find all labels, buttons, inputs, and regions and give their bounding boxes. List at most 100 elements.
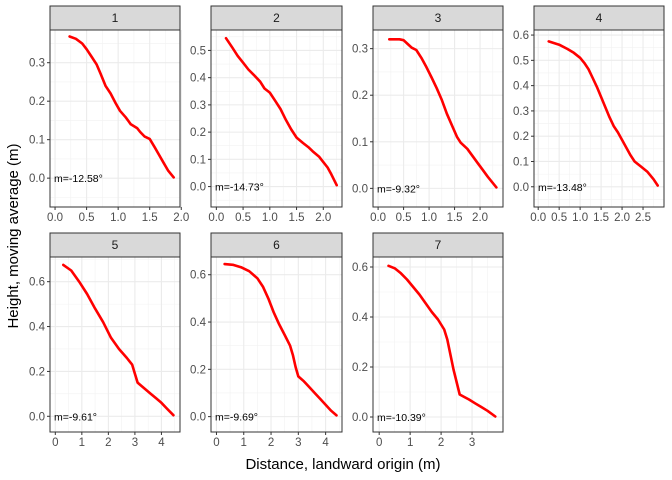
panel-background <box>373 257 503 432</box>
x-tick-label: 0.0 <box>370 212 386 224</box>
slope-annotation: m=-12.58° <box>54 173 103 185</box>
facet-strip-label: 3 <box>435 11 442 25</box>
y-tick-label: 0.4 <box>190 73 207 85</box>
x-tick-label: 0 <box>52 437 58 449</box>
x-tick-label: 2 <box>438 437 444 449</box>
facet-panel-4: 4 0.0 0.5 1.0 1.5 2.0 2.5 0.0 0.1 0.2 0.3 0.4 0.5 0.6… <box>513 5 665 224</box>
slope-annotation: m=-10.39° <box>377 412 426 424</box>
panel-border <box>49 256 181 433</box>
x-tick-label: 2.0 <box>614 212 630 224</box>
x-tick-label: 2 <box>105 437 111 449</box>
x-tick-label: 1.0 <box>572 212 588 224</box>
y-tick-label: 0.2 <box>352 90 368 102</box>
panel-border <box>210 29 343 208</box>
slope-annotation: m=-9.32° <box>377 183 420 195</box>
x-tick-label: 2 <box>268 437 274 449</box>
x-tick-label: 3 <box>295 437 301 449</box>
series-line <box>547 40 660 187</box>
panel-background <box>211 257 342 432</box>
y-tick-label: 0.3 <box>352 44 368 56</box>
facet-panel-7: 7 0 1 2 3 0.0 0.2 0.4 0.6 m=-10.39° <box>352 232 504 449</box>
series-line <box>68 35 175 179</box>
facet-strip-label: 1 <box>112 11 119 25</box>
facet-strip-label: 5 <box>112 238 119 252</box>
x-tick-label: 2.0 <box>315 212 331 224</box>
facet-strip-label: 6 <box>273 238 280 252</box>
slope-annotation: m=-14.73° <box>215 182 264 194</box>
facet-panel-3: 3 0.0 0.5 1.0 1.5 2.0 0.0 0.1 0.2 0.3 m=-9.32° <box>352 5 504 224</box>
y-tick-label: 0.6 <box>29 277 45 289</box>
y-tick-label: 0.2 <box>513 131 529 143</box>
y-tick-label: 0.5 <box>190 45 206 57</box>
y-tick-label: 0.1 <box>29 135 45 147</box>
facet-strip-label: 2 <box>273 11 280 25</box>
x-tick-label: 2.0 <box>173 212 189 224</box>
x-tick-label: 1 <box>79 437 85 449</box>
x-tick-label: 1.0 <box>262 212 278 224</box>
y-tick-label: 0.2 <box>29 96 45 108</box>
y-tick-label: 0.3 <box>29 58 45 70</box>
x-tick-label: 0 <box>213 437 219 449</box>
x-tick-label: 2.5 <box>635 212 651 224</box>
facet-strip <box>372 5 504 31</box>
x-tick-label: 0.5 <box>79 212 95 224</box>
y-tick-label: 0.0 <box>29 411 45 423</box>
x-tick-label: 2.0 <box>472 212 488 224</box>
y-axis-title: Height, moving average (m) <box>5 143 22 328</box>
y-tick-label: 0.0 <box>352 412 368 424</box>
x-tick-label: 1.5 <box>289 212 305 224</box>
y-tick-label: 0.3 <box>513 106 529 118</box>
y-tick-label: 0.1 <box>513 156 529 168</box>
x-tick-label: 1 <box>241 437 247 449</box>
x-tick-label: 0.0 <box>208 212 224 224</box>
panel-background <box>50 30 180 207</box>
slope-annotation: m=-9.69° <box>215 412 258 424</box>
x-tick-label: 1.5 <box>142 212 158 224</box>
y-tick-label: 0.3 <box>190 100 206 112</box>
panel-border <box>372 29 504 208</box>
x-tick-label: 4 <box>322 437 329 449</box>
y-tick-label: 0.0 <box>352 183 368 195</box>
y-tick-label: 0.1 <box>352 137 368 149</box>
facet-strip <box>49 5 181 31</box>
y-tick-label: 0.0 <box>190 182 206 194</box>
y-tick-label: 0.4 <box>29 322 46 334</box>
x-tick-label: 1.5 <box>593 212 609 224</box>
facet-strip-label: 4 <box>596 11 603 25</box>
x-tick-label: 0.0 <box>47 212 63 224</box>
y-tick-label: 0.4 <box>513 81 530 93</box>
panel-border <box>210 256 343 433</box>
y-tick-label: 0.5 <box>513 55 529 67</box>
x-tick-label: 0.5 <box>396 212 412 224</box>
series-line <box>387 264 497 418</box>
panel-border <box>49 29 181 208</box>
y-tick-label: 0.2 <box>352 362 368 374</box>
x-tick-label: 1.0 <box>110 212 126 224</box>
x-axis-title: Distance, landward origin (m) <box>245 456 440 473</box>
series-line <box>387 37 498 189</box>
series-line <box>61 263 175 417</box>
y-tick-label: 0.2 <box>190 127 206 139</box>
facet-strip-label: 7 <box>435 238 442 252</box>
facet-strip <box>49 232 181 258</box>
x-tick-label: 0.5 <box>235 212 251 224</box>
facet-panel-2: 2 0.0 0.5 1.0 1.5 2.0 0.0 0.1 0.2 0.3 0.4 0.5 m=-14.… <box>190 5 343 224</box>
y-tick-label: 0.4 <box>190 317 207 329</box>
y-tick-label: 0.4 <box>352 312 369 324</box>
facet-panel-1: 1 0.0 0.5 1.0 1.5 2.0 0.0 0.1 0.2 0.3 m=-12.58° <box>29 5 189 224</box>
slope-annotation: m=-9.61° <box>54 411 97 423</box>
x-tick-label: 1 <box>407 437 413 449</box>
y-tick-label: 0.2 <box>29 366 45 378</box>
panel-border <box>533 29 665 208</box>
x-tick-label: 3 <box>469 437 475 449</box>
y-tick-label: 0.1 <box>190 154 206 166</box>
facet-strip <box>372 232 504 258</box>
facet-panel-6: 6 0 1 2 3 4 0.0 0.2 0.4 0.6 m=-9.69° <box>190 232 343 449</box>
series-line <box>224 36 339 187</box>
facet-panel-5: 5 0 1 2 3 4 0.0 0.2 0.4 0.6 m=-9.61° <box>29 232 181 449</box>
panel-background <box>534 30 664 207</box>
panel-border <box>372 256 504 433</box>
x-tick-label: 0.0 <box>530 212 546 224</box>
x-tick-label: 1.5 <box>447 212 463 224</box>
